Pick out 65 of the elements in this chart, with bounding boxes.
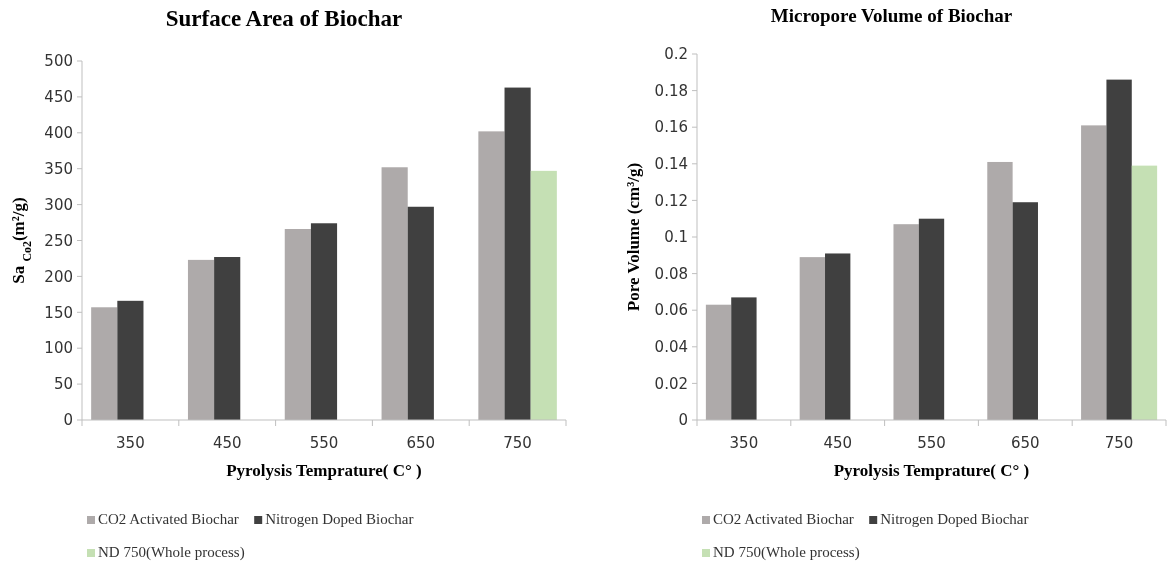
bar [1081, 125, 1107, 420]
x-axis-title: Pyrolysis Temprature( C° ) [226, 461, 422, 480]
x-tick-label: 550 [309, 434, 339, 452]
bar [918, 218, 945, 420]
bar [987, 161, 1013, 420]
bar [504, 87, 531, 420]
y-tick-label: 300 [44, 195, 73, 214]
x-tick-label: 750 [503, 434, 532, 452]
x-tick-label: 350 [116, 434, 145, 452]
y-tick-label: 400 [44, 124, 73, 143]
legend-label: CO2 Activated Biochar [98, 511, 239, 527]
bar [705, 304, 732, 420]
y-tick-label: 200 [44, 267, 73, 286]
bar [91, 307, 118, 420]
y-tick-label: 0.18 [654, 81, 688, 100]
y-tick-label: 450 [44, 88, 73, 107]
y-tick-label: 0.2 [664, 45, 688, 64]
bar [381, 167, 408, 420]
y-tick-label: 0.14 [654, 155, 688, 174]
y-tick-label: 150 [44, 303, 73, 322]
y-tick-label: 0.1 [664, 228, 688, 247]
x-tick-label: 650 [1010, 434, 1040, 452]
legend-label: Nitrogen Doped Biochar [265, 511, 414, 527]
bar [214, 257, 241, 420]
bar [284, 229, 311, 420]
bar [117, 300, 144, 420]
bar [530, 170, 557, 420]
bar [799, 257, 826, 420]
bar [478, 131, 505, 420]
x-tick-label: 650 [406, 434, 436, 452]
x-tick-label: 450 [212, 434, 242, 452]
y-tick-label: 100 [44, 339, 73, 358]
y-axis-title: Pore Volume (cm³/g) [624, 162, 643, 312]
bar [1012, 202, 1038, 420]
y-tick-label: 0.12 [654, 191, 688, 210]
legend-label: Nitrogen Doped Biochar [880, 511, 1029, 527]
chart-title: Micropore Volume of Biochar [770, 5, 1013, 26]
chart-title: Surface Area of Biochar [165, 6, 403, 31]
x-tick-label: 750 [1104, 434, 1134, 452]
bar [407, 206, 434, 420]
x-tick-label: 550 [917, 434, 946, 452]
y-tick-label: 0.08 [654, 264, 688, 283]
bar [1131, 165, 1158, 420]
x-axis-title: Pyrolysis Temprature( C° ) [833, 461, 1030, 480]
y-tick-label: 0.06 [654, 301, 688, 320]
y-tick-label: 350 [44, 159, 73, 178]
y-tick-label: 0 [678, 411, 688, 430]
x-tick-label: 350 [729, 434, 759, 452]
legend-label: CO2 Activated Biochar [713, 511, 854, 527]
bar [187, 259, 215, 420]
legend-label: ND 750(Whole process) [98, 544, 245, 561]
y-tick-label: 0 [63, 411, 73, 430]
y-tick-label: 0.02 [654, 374, 688, 393]
bar [310, 223, 338, 420]
y-tick-label: 50 [53, 375, 73, 394]
y-tick-label: 0.04 [654, 338, 688, 357]
legend-label: ND 750(Whole process) [713, 544, 860, 561]
bar [731, 297, 757, 420]
y-tick-label: 0.16 [654, 118, 688, 137]
y-tick-label: 500 [44, 52, 73, 71]
x-tick-label: 450 [823, 434, 853, 452]
bar [825, 253, 851, 420]
y-tick-label: 250 [44, 231, 73, 250]
bar [1106, 79, 1132, 420]
bar [893, 224, 919, 420]
